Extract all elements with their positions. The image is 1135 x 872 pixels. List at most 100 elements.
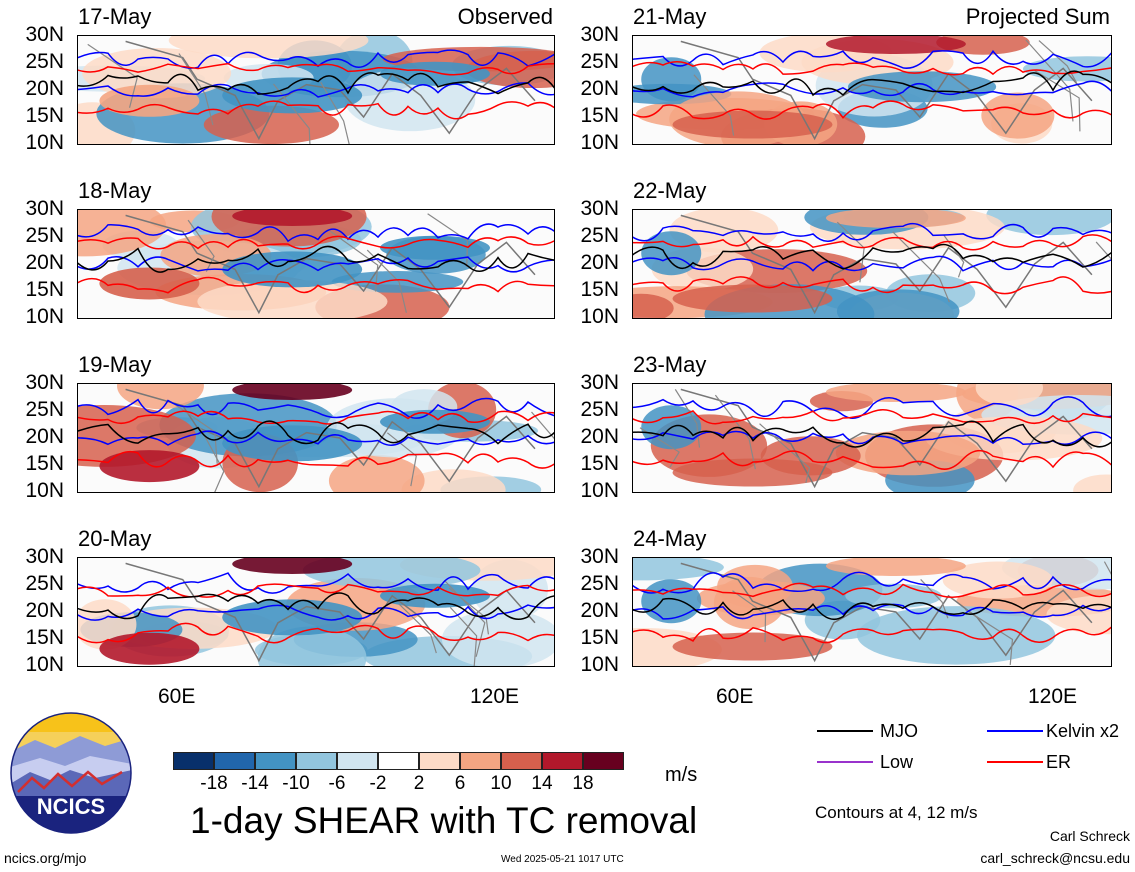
border-line: [732, 590, 767, 643]
contour-line: [78, 276, 554, 294]
shear-field-blob: [672, 632, 833, 661]
lat-tick-label: 15N: [580, 104, 619, 127]
border-line: [714, 394, 756, 470]
border-line: [892, 231, 950, 303]
colorbar-swatch: [542, 752, 583, 770]
panel-corner-label: Projected Sum: [965, 4, 1110, 29]
shear-map-panel: [632, 383, 1112, 493]
lat-tick-label: 20N: [25, 425, 64, 448]
shear-field-blob: [168, 36, 369, 59]
shear-field-blob: [835, 430, 981, 476]
shear-field-blob: [836, 289, 960, 318]
contour-line: [78, 62, 554, 76]
contour-line: [78, 235, 554, 250]
contour-line: [78, 572, 554, 594]
lat-tick-label: 25N: [580, 398, 619, 421]
lat-tick-label: 10N: [25, 653, 64, 676]
lat-tick-label: 25N: [580, 572, 619, 595]
shear-field-blob: [857, 606, 1056, 665]
coastline: [125, 388, 536, 489]
shear-field-blob: [232, 384, 353, 400]
shear-field-blob: [825, 210, 966, 228]
contour-line: [633, 420, 1111, 448]
contour-line: [78, 49, 554, 69]
shear-field-blob: [222, 425, 363, 462]
panel-corner-label: Observed: [457, 4, 553, 29]
contour-line: [633, 582, 1111, 599]
shear-map-panel: [77, 557, 555, 667]
colorbar-tick-label: 10: [490, 773, 512, 794]
lon-label-60e-right: 60E: [716, 685, 754, 708]
colorbar-tick-label: -14: [241, 773, 269, 794]
contour-line: [633, 597, 1111, 620]
lat-tick-label: 10N: [25, 305, 64, 328]
lat-tick-label: 25N: [25, 572, 64, 595]
lat-tick-label: 25N: [580, 50, 619, 73]
footer-email: carl_schreck@ncsu.edu: [980, 850, 1130, 866]
lat-tick-label: 20N: [25, 77, 64, 100]
shear-map-panel: [632, 209, 1112, 319]
lat-tick-label: 10N: [25, 479, 64, 502]
page-title: 1-day SHEAR with TC removal: [190, 800, 698, 841]
shear-field-blob: [441, 609, 554, 666]
colorbar-tick-label: -18: [200, 773, 228, 794]
coastline: [680, 214, 1093, 315]
border-line: [87, 43, 138, 108]
border-line: [531, 411, 554, 440]
contour-line: [78, 397, 554, 419]
border-line: [199, 427, 225, 492]
shear-field-blob: [847, 71, 997, 103]
contour-line: [78, 583, 554, 598]
panel-date: 20-May: [78, 526, 152, 551]
lon-label-60e-left: 60E: [158, 685, 196, 708]
lat-tick-label: 15N: [580, 626, 619, 649]
border-line: [943, 234, 965, 278]
lat-tick-label: 10N: [580, 131, 619, 154]
lat-tick-label: 20N: [580, 599, 619, 622]
contour-note: Contours at 4, 12 m/s: [815, 803, 978, 822]
contour-line: [633, 409, 1111, 425]
colorbar-tick-label: -6: [328, 773, 346, 794]
contour-line: [78, 245, 554, 273]
panel-date: 24-May: [633, 526, 707, 551]
colorbar-tick-label: 6: [454, 773, 466, 794]
shear-field-blob: [380, 235, 490, 260]
shear-field-blob: [203, 105, 339, 144]
lat-tick-label: 30N: [25, 545, 64, 568]
lon-label-120e-left: 120E: [470, 685, 520, 708]
shear-field-blob: [232, 210, 353, 226]
contour-line: [78, 100, 554, 120]
contour-line: [78, 223, 554, 243]
lat-tick-label: 10N: [580, 305, 619, 328]
colorbar-units: m/s: [665, 764, 698, 786]
shear-field-blob: [78, 210, 167, 257]
colorbar-swatch: [583, 752, 624, 770]
lat-tick-label: 15N: [25, 452, 64, 475]
border-line: [187, 219, 215, 272]
colorbar-swatch: [173, 752, 214, 770]
shear-field-blob: [1022, 56, 1111, 82]
shear-field-blob: [825, 384, 966, 402]
lat-tick-label: 10N: [580, 653, 619, 676]
contour-line: [78, 622, 554, 644]
shear-field-blob: [641, 579, 702, 624]
contour-line: [78, 255, 554, 273]
lat-tick-label: 25N: [25, 50, 64, 73]
contour-line: [633, 234, 1111, 251]
colorbar-swatch: [337, 752, 378, 770]
border-line: [1038, 40, 1077, 83]
shear-field-blob: [99, 632, 200, 665]
legend-label-kelvin: Kelvin x2: [1046, 721, 1120, 741]
border-line: [1034, 69, 1081, 132]
legend-label-er: ER: [1046, 752, 1072, 772]
contour-line: [633, 60, 1111, 76]
contour-line: [633, 276, 1111, 295]
coastline: [125, 40, 536, 141]
contour-line: [78, 604, 554, 621]
lat-tick-label: 15N: [580, 452, 619, 475]
shear-field-blob: [1073, 474, 1111, 492]
lat-tick-label: 30N: [25, 197, 64, 220]
shear-field-blob: [401, 469, 506, 492]
panel-date: 18-May: [78, 178, 152, 203]
contour-line: [633, 396, 1111, 419]
